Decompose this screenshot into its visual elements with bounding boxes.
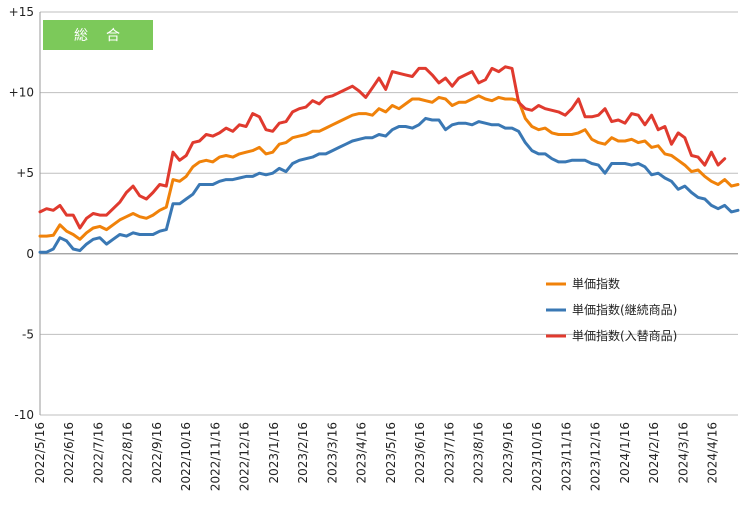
legend-label-2: 単価指数(継続商品) — [572, 302, 677, 317]
chart-badge: 総 合 — [43, 20, 153, 50]
x-tick-label: 2023/1/16 — [267, 422, 281, 484]
series-line-3 — [38, 65, 727, 230]
y-tick-label: +5 — [16, 166, 34, 180]
badge-text: 総 合 — [74, 28, 122, 44]
series-line-2 — [38, 116, 740, 254]
y-tick-label: +10 — [9, 86, 34, 100]
x-tick-label: 2022/9/16 — [150, 422, 164, 484]
x-tick-label: 2023/11/16 — [559, 422, 573, 491]
x-tick-label: 2023/7/16 — [442, 422, 456, 484]
grid-lines — [39, 11, 738, 416]
badge-background — [43, 20, 153, 50]
y-tick-label: -5 — [22, 327, 34, 341]
x-tick-label: 2022/8/16 — [121, 422, 135, 484]
x-tick-label: 2023/5/16 — [384, 422, 398, 484]
x-axis-ticks: 2022/5/16 2022/6/16 2022/7/16 2022/8/16 2022… — [33, 422, 720, 491]
x-tick-label: 2023/12/16 — [589, 422, 603, 491]
y-tick-label: 0 — [26, 247, 34, 261]
legend-label-3: 単価指数(入替商品) — [572, 328, 677, 343]
x-tick-label: 2023/4/16 — [355, 422, 369, 484]
y-tick-label: +15 — [9, 5, 34, 19]
x-tick-label: 2022/11/16 — [208, 422, 222, 491]
x-tick-label: 2024/1/16 — [618, 422, 632, 484]
x-tick-label: 2022/7/16 — [91, 422, 105, 484]
x-tick-label: 2023/6/16 — [413, 422, 427, 484]
x-tick-label: 2022/12/16 — [238, 422, 252, 491]
x-tick-label: 2023/3/16 — [325, 422, 339, 484]
legend-label-1: 単価指数 — [572, 276, 620, 291]
x-tick-label: 2024/3/16 — [676, 422, 690, 484]
x-tick-label: 2022/6/16 — [62, 422, 76, 484]
x-tick-label: 2023/8/16 — [472, 422, 486, 484]
series-line-1 — [38, 94, 740, 241]
y-tick-label: -10 — [14, 408, 34, 422]
x-tick-label: 2022/5/16 — [33, 422, 47, 484]
x-tick-label: 2024/4/16 — [706, 422, 720, 484]
x-tick-label: 2023/10/16 — [530, 422, 544, 491]
x-tick-label: 2022/10/16 — [179, 422, 193, 491]
y-axis-ticks: -10 -5 0 +5 +10 +15 — [9, 5, 34, 422]
series-lines — [38, 65, 740, 254]
x-tick-label: 2023/9/16 — [501, 422, 515, 484]
x-tick-label: 2023/2/16 — [296, 422, 310, 484]
x-tick-label: 2024/2/16 — [647, 422, 661, 484]
